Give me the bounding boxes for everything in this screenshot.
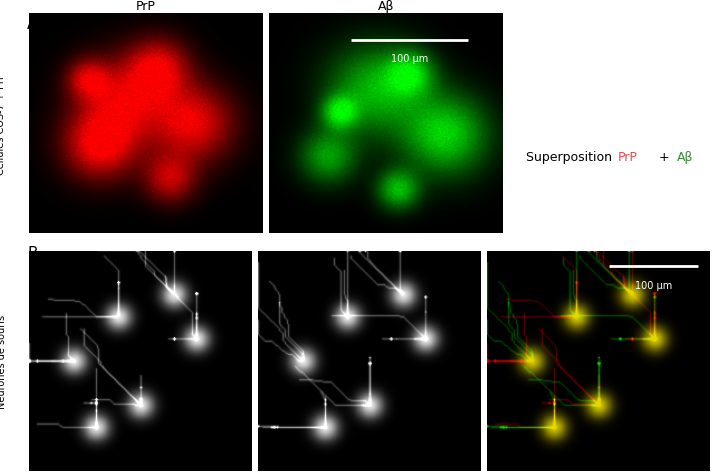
Text: 100 μm: 100 μm <box>391 54 428 64</box>
Text: A: A <box>27 17 37 31</box>
Title: PrP: PrP <box>136 0 155 13</box>
Text: Cellules COS-7 + PrP: Cellules COS-7 + PrP <box>0 73 6 175</box>
Text: B: B <box>27 245 38 260</box>
Text: Neurones de souris: Neurones de souris <box>0 315 7 408</box>
Text: Aβ: Aβ <box>677 150 694 164</box>
Text: PrP: PrP <box>617 150 637 164</box>
Text: +: + <box>655 150 674 164</box>
Title: Aβ: Aβ <box>378 0 395 13</box>
Text: Superposition: Superposition <box>526 150 616 164</box>
Text: 100 μm: 100 μm <box>634 280 672 290</box>
